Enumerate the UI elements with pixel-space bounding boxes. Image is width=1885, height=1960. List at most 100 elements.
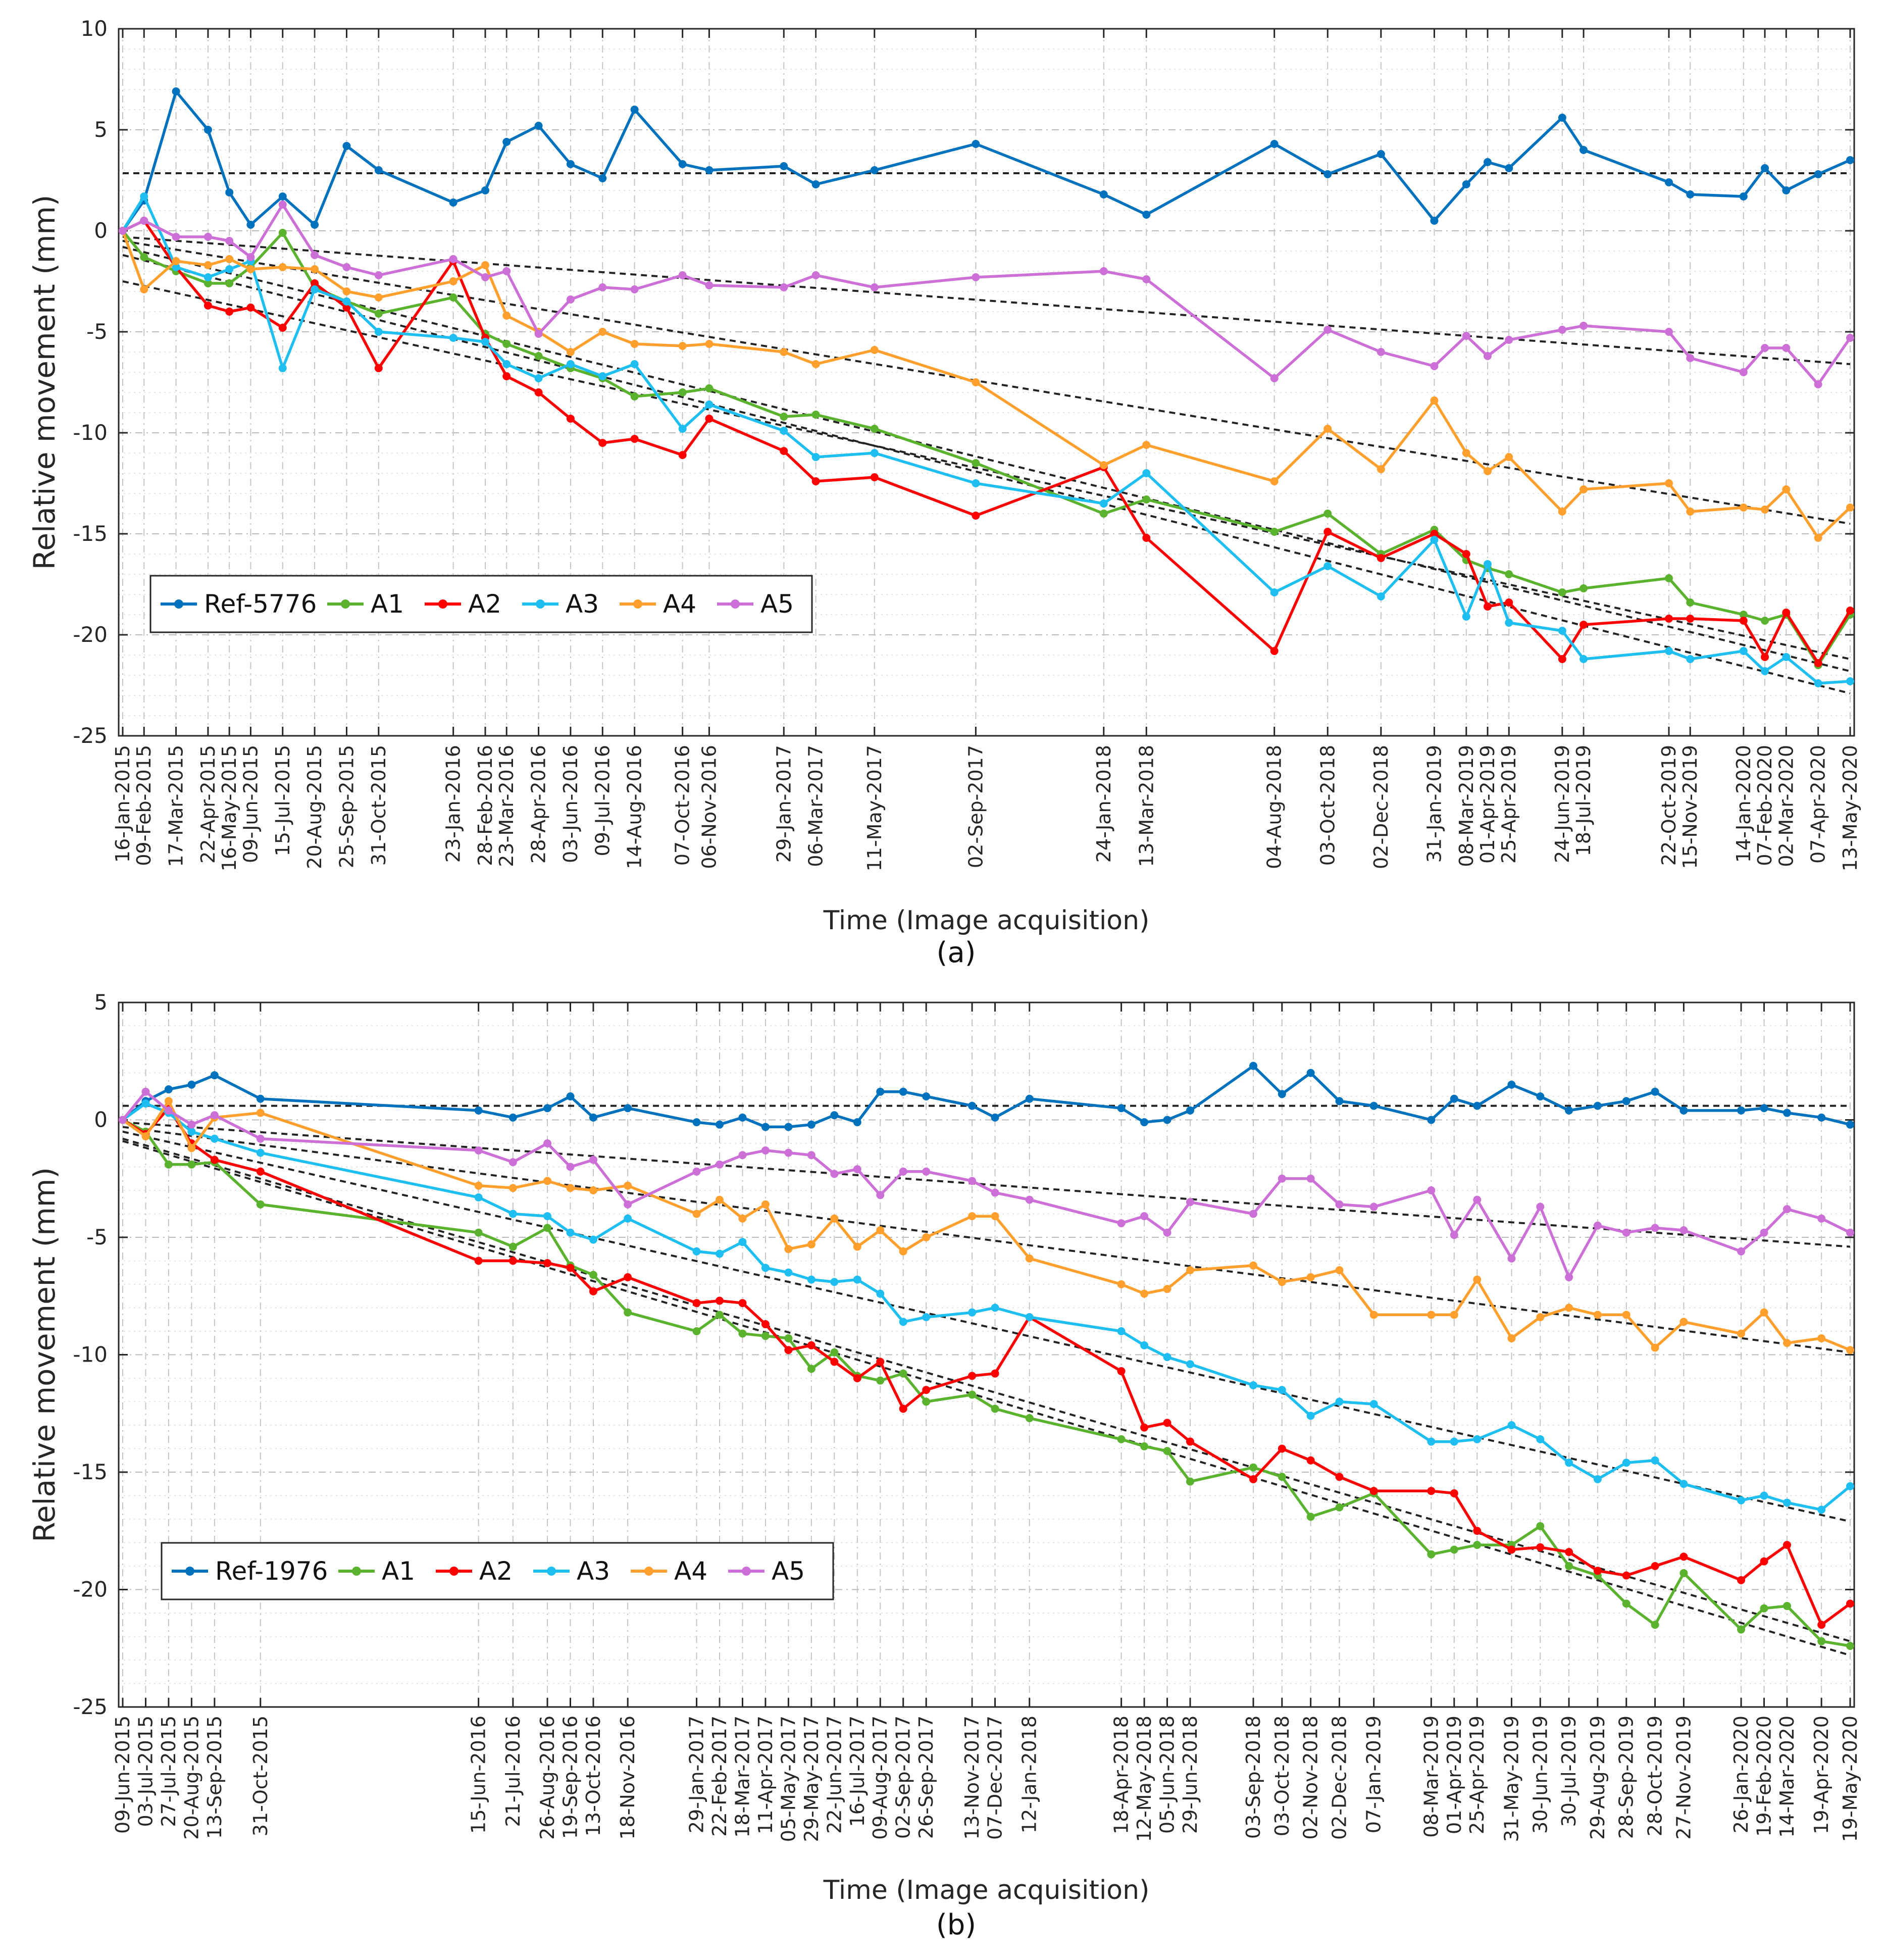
data-point <box>1737 1329 1746 1338</box>
series-a3 <box>119 192 1854 687</box>
data-point <box>203 279 212 287</box>
data-point <box>678 271 687 279</box>
data-point <box>1665 328 1673 336</box>
data-point <box>187 1120 196 1129</box>
data-point <box>1369 1311 1378 1319</box>
data-point <box>342 287 351 295</box>
data-point <box>1817 1637 1826 1645</box>
data-point <box>780 283 788 291</box>
data-point <box>1450 1094 1458 1103</box>
x-tick-label: 06-Mar-2017 <box>805 745 827 867</box>
x-tick-label: 20-Aug-2015 <box>180 1716 202 1840</box>
y-axis-label: Relative movement (mm) <box>27 1167 62 1542</box>
data-point <box>972 273 980 281</box>
data-point <box>1817 1505 1826 1514</box>
data-point <box>566 1184 575 1192</box>
data-point <box>1565 1273 1573 1282</box>
data-point <box>1782 186 1791 194</box>
data-point <box>922 1386 931 1394</box>
legend-swatch-marker <box>731 599 740 609</box>
x-tick-label: 02-Mar-2020 <box>1775 745 1797 867</box>
data-point <box>1140 1212 1149 1221</box>
legend-swatch-marker <box>438 599 447 609</box>
data-point <box>692 1210 701 1218</box>
x-tick-label: 16-May-2015 <box>218 745 240 871</box>
data-point <box>991 1404 999 1413</box>
x-tick-label: 12-May-2018 <box>1133 1716 1155 1842</box>
data-point <box>972 512 980 520</box>
data-point <box>1737 1247 1746 1255</box>
x-tick-label: 28-Sep-2019 <box>1615 1716 1638 1839</box>
data-point <box>1846 156 1854 164</box>
data-point <box>870 425 879 433</box>
data-point <box>1099 190 1108 198</box>
data-point <box>972 140 980 148</box>
data-point <box>1622 1459 1631 1467</box>
data-point <box>1651 1456 1659 1465</box>
x-tick-label: 05-Jun-2018 <box>1156 1716 1179 1834</box>
legend-label: Ref-1976 <box>215 1556 328 1586</box>
data-point <box>474 1181 483 1190</box>
data-point <box>1335 1503 1344 1512</box>
legend-label: A1 <box>371 589 404 619</box>
x-tick-label: 02-Sep-2017 <box>964 745 987 868</box>
data-point <box>164 1085 173 1094</box>
data-point <box>678 388 687 396</box>
legend-label: A4 <box>674 1556 707 1586</box>
data-point <box>830 1214 839 1223</box>
data-point <box>1679 1480 1688 1488</box>
data-point <box>761 1200 770 1209</box>
trend-line-a1 <box>122 1140 1851 1656</box>
data-point <box>256 1200 265 1209</box>
x-tick-label: 03-Oct-2018 <box>1271 1716 1293 1836</box>
data-point <box>474 1193 483 1201</box>
data-point <box>1782 1602 1791 1611</box>
data-point <box>1484 602 1492 611</box>
data-point <box>172 263 180 271</box>
data-point <box>624 1104 632 1113</box>
data-point <box>1593 1567 1602 1575</box>
x-tick-label: 22-Feb-2017 <box>708 1716 731 1837</box>
data-point <box>1846 1599 1854 1608</box>
x-tick-label: 18-Jul-2019 <box>1572 745 1595 856</box>
data-point <box>543 1104 552 1113</box>
data-point <box>225 265 234 273</box>
data-point <box>1117 1104 1126 1113</box>
data-point <box>1142 441 1151 449</box>
data-point <box>1622 1228 1631 1237</box>
data-point <box>870 166 879 174</box>
data-point <box>311 251 319 259</box>
x-tick-label: 24-Jun-2019 <box>1551 745 1573 863</box>
data-point <box>140 192 148 200</box>
data-point <box>1377 592 1385 600</box>
data-point <box>876 1087 885 1096</box>
x-tick-label: 24-Jan-2018 <box>1093 745 1115 863</box>
data-point <box>811 360 820 368</box>
x-tick-label: 07-Jan-2019 <box>1363 1716 1385 1833</box>
data-point <box>543 1259 552 1268</box>
data-point <box>678 342 687 350</box>
x-tick-label: 29-Aug-2019 <box>1587 1716 1609 1840</box>
data-point <box>1099 267 1108 275</box>
trend-line-a4 <box>122 1126 1851 1353</box>
data-point <box>1427 1550 1436 1559</box>
data-point <box>1450 1437 1458 1446</box>
data-point <box>1306 1513 1315 1521</box>
data-point <box>1817 1214 1826 1223</box>
data-point <box>508 1184 517 1192</box>
data-point <box>203 273 212 281</box>
data-point <box>1142 275 1151 283</box>
x-tick-label: 31-May-2019 <box>1500 1716 1522 1842</box>
data-point <box>1278 1473 1286 1481</box>
x-tick-label: 28-Feb-2016 <box>474 745 496 866</box>
legend-swatch-marker <box>449 1567 458 1576</box>
data-point <box>1846 1346 1854 1354</box>
x-tick-label: 28-Oct-2019 <box>1644 1716 1666 1836</box>
data-point <box>1270 647 1279 655</box>
data-point <box>1814 534 1822 542</box>
data-point <box>1536 1522 1545 1530</box>
data-point <box>876 1226 885 1235</box>
data-point <box>678 160 687 168</box>
data-point <box>1817 1621 1826 1629</box>
